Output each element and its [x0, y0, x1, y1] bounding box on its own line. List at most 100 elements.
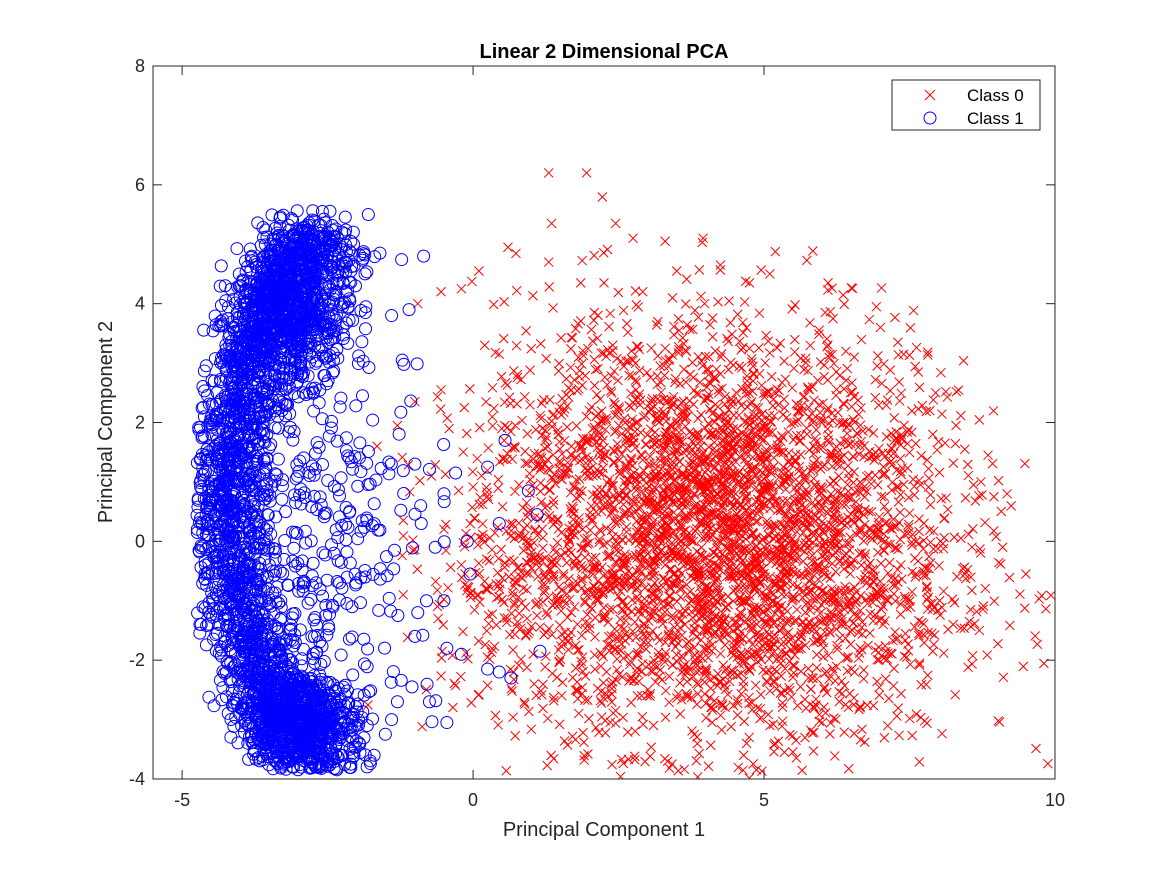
- class-0-point: [633, 650, 643, 661]
- class-0-point: [682, 484, 692, 495]
- class-0-point: [738, 750, 749, 761]
- class-0-point: [774, 472, 785, 483]
- class-0-point: [913, 367, 924, 377]
- class-0-point: [938, 648, 949, 659]
- class-0-point: [823, 278, 833, 288]
- class-0-point: [899, 651, 910, 662]
- class-0-point: [953, 385, 964, 396]
- class-0-point: [621, 527, 632, 537]
- class-0-point: [541, 651, 551, 662]
- class-0-point: [599, 278, 609, 288]
- class-0-point: [738, 676, 749, 687]
- class-0-point: [479, 340, 490, 351]
- class-0-point: [921, 679, 932, 690]
- class-0-point: [456, 283, 467, 294]
- class-0-point: [762, 604, 773, 615]
- class-0-point: [570, 640, 581, 651]
- class-0-point: [968, 480, 979, 490]
- class-0-point: [910, 438, 921, 449]
- class-0-point: [509, 600, 520, 611]
- class-0-point: [914, 658, 925, 668]
- class-0-point: [825, 729, 835, 739]
- class-0-point: [538, 532, 548, 543]
- class-0-point: [925, 405, 935, 416]
- class-0-point: [657, 613, 668, 624]
- class-0-point: [831, 624, 842, 634]
- class-0-point: [634, 365, 645, 376]
- class-0-point: [671, 266, 682, 276]
- class-0-point: [510, 731, 521, 741]
- class-0-point: [829, 358, 839, 369]
- class-0-point: [989, 491, 999, 502]
- class-0-point: [560, 468, 571, 479]
- class-0-point: [581, 168, 592, 178]
- class-0-point: [849, 352, 860, 362]
- class-0-point: [607, 604, 618, 615]
- class-0-point: [786, 418, 796, 429]
- class-0-point: [499, 562, 510, 573]
- class-0-point: [777, 698, 788, 708]
- class-0-point: [628, 233, 638, 244]
- class-0-point: [648, 720, 659, 731]
- class-0-point: [643, 684, 653, 695]
- class-0-point: [806, 498, 817, 509]
- class-0-point: [918, 570, 929, 581]
- class-0-point: [709, 430, 720, 441]
- class-0-point: [474, 266, 484, 276]
- class-0-point: [649, 655, 659, 666]
- class-0-point: [997, 542, 1008, 553]
- class-0-point: [473, 558, 484, 569]
- class-0-point: [503, 242, 513, 253]
- class-0-point: [851, 597, 862, 607]
- class-0-point: [410, 544, 420, 555]
- class-0-point: [554, 620, 565, 631]
- class-0-point: [543, 168, 554, 178]
- class-0-point: [851, 496, 861, 507]
- class-0-point: [808, 594, 819, 605]
- class-0-point: [1031, 743, 1041, 754]
- class-0-point: [499, 597, 509, 608]
- class-0-point: [876, 535, 887, 546]
- class-0-point: [736, 668, 747, 679]
- class-0-point: [574, 645, 584, 655]
- class-0-point: [974, 625, 985, 636]
- class-0-point: [415, 475, 425, 486]
- class-0-point: [600, 372, 610, 383]
- class-0-point: [857, 724, 867, 735]
- class-0-point: [519, 699, 530, 710]
- class-0-point: [892, 633, 903, 644]
- class-0-point: [901, 652, 912, 663]
- class-0-point: [965, 604, 976, 615]
- class-0-point: [831, 714, 841, 725]
- class-0-point: [436, 384, 446, 395]
- class-0-point: [910, 572, 921, 582]
- class-0-point: [572, 684, 583, 695]
- class-0-point: [575, 278, 586, 288]
- class-0-point: [909, 490, 920, 500]
- class-0-point: [743, 519, 754, 529]
- class-0-point: [724, 676, 735, 687]
- class-0-point: [865, 558, 875, 569]
- class-0-point: [911, 709, 922, 720]
- class-0-point: [983, 450, 993, 461]
- class-0-point: [722, 689, 733, 700]
- class-0-point: [615, 771, 626, 779]
- class-0-point: [893, 337, 903, 348]
- class-0-point: [764, 348, 775, 358]
- class-0-point: [741, 738, 752, 749]
- class-0-point: [596, 712, 607, 722]
- class-0-point: [825, 523, 836, 534]
- class-0-point: [927, 429, 938, 440]
- class-0-point: [875, 322, 886, 333]
- class-0-point: [811, 662, 822, 673]
- class-0-point: [934, 595, 945, 606]
- class-0-point: [555, 654, 566, 665]
- class-0-point: [805, 725, 816, 736]
- class-0-point: [564, 545, 575, 555]
- class-0-point: [681, 377, 691, 387]
- class-0-point: [712, 560, 722, 570]
- class-0-point: [546, 218, 557, 229]
- class-0-point: [556, 690, 567, 701]
- class-0-point: [925, 490, 936, 500]
